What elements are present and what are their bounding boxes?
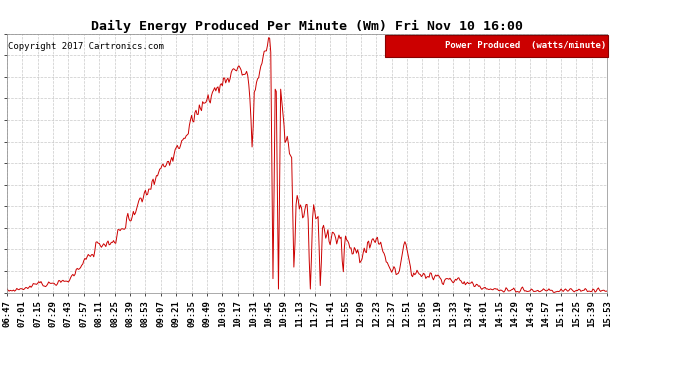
- Text: Copyright 2017 Cartronics.com: Copyright 2017 Cartronics.com: [8, 42, 164, 51]
- FancyBboxPatch shape: [385, 35, 609, 57]
- Text: Power Produced  (watts/minute): Power Produced (watts/minute): [445, 41, 606, 50]
- Title: Daily Energy Produced Per Minute (Wm) Fri Nov 10 16:00: Daily Energy Produced Per Minute (Wm) Fr…: [91, 20, 523, 33]
